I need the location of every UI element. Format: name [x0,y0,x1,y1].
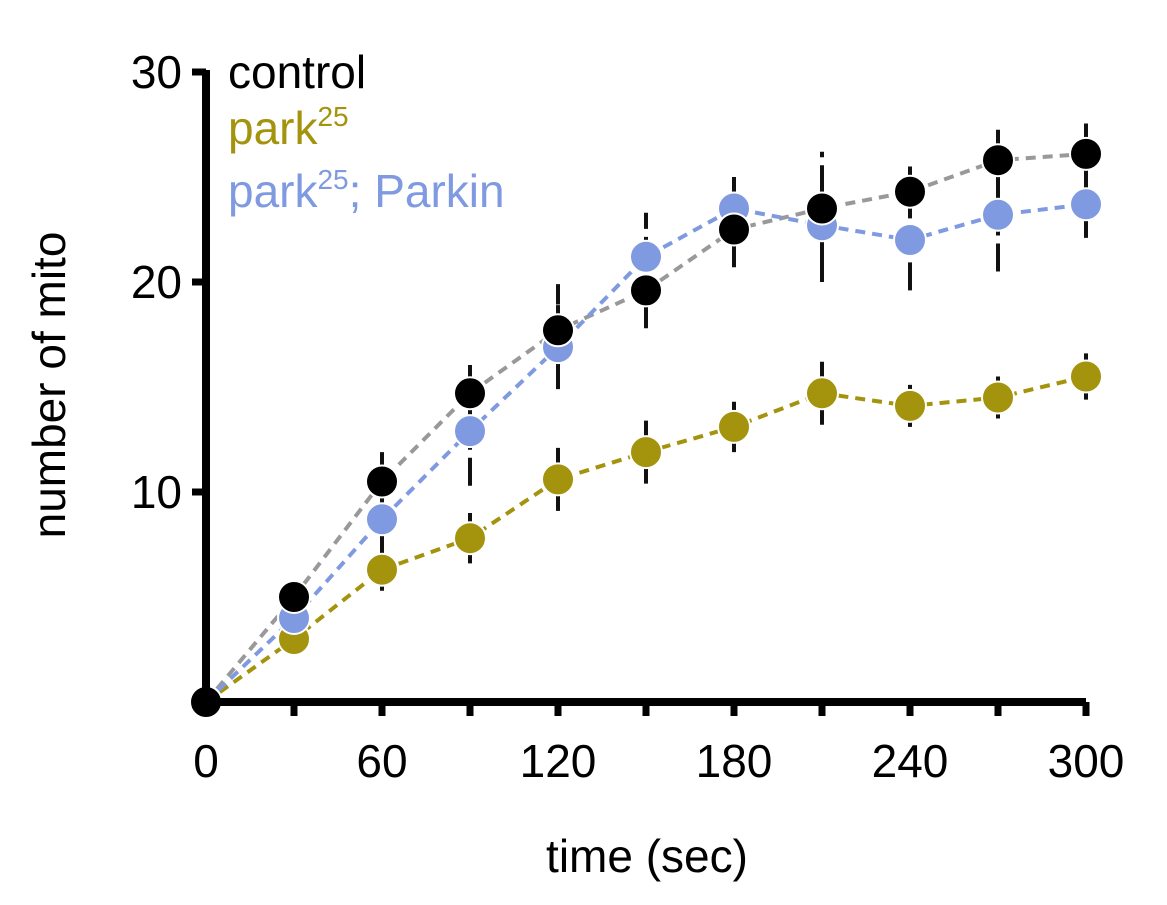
y-axis-label: number of mito [23,232,75,539]
data-point [717,409,751,444]
data-point [893,174,927,209]
x-tick-label: 60 [356,735,407,787]
data-point [629,239,663,274]
legend-entry: park25; Parkin [228,164,505,217]
series-line [204,202,1087,704]
data-point [805,376,839,411]
data-point [365,552,399,587]
data-point [717,212,751,247]
data-point [1069,136,1103,171]
x-axis-label: time (sec) [546,830,748,882]
y-tick-label: 10 [131,466,182,518]
x-tick-label: 120 [520,735,597,787]
data-point [365,502,399,537]
data-point [981,197,1015,232]
x-tick-label: 300 [1048,735,1125,787]
data-point [277,580,311,614]
data-point [805,191,839,226]
data-point [1069,359,1103,394]
data-point [981,143,1015,178]
data-point [981,380,1015,415]
series-points [189,136,1103,719]
data-point [629,273,663,308]
y-tick-label: 30 [131,46,182,98]
data-point [1069,187,1103,222]
data-point [893,388,927,423]
data-point [541,313,575,348]
legend-entry: park25 [228,101,349,154]
data-point [453,376,487,411]
data-point [453,414,487,449]
data-point [453,521,487,556]
x-tick-label: 0 [193,735,219,787]
legend-entry: control [228,46,366,98]
data-point [629,435,663,470]
data-point [893,223,927,257]
axes: 0 60 120 180 240 300 10 20 30 [131,46,1125,787]
data-point [541,462,575,497]
data-point [365,464,399,499]
x-tick-label: 180 [696,735,773,787]
y-tick-label: 20 [131,256,182,308]
x-tick-label: 240 [872,735,949,787]
